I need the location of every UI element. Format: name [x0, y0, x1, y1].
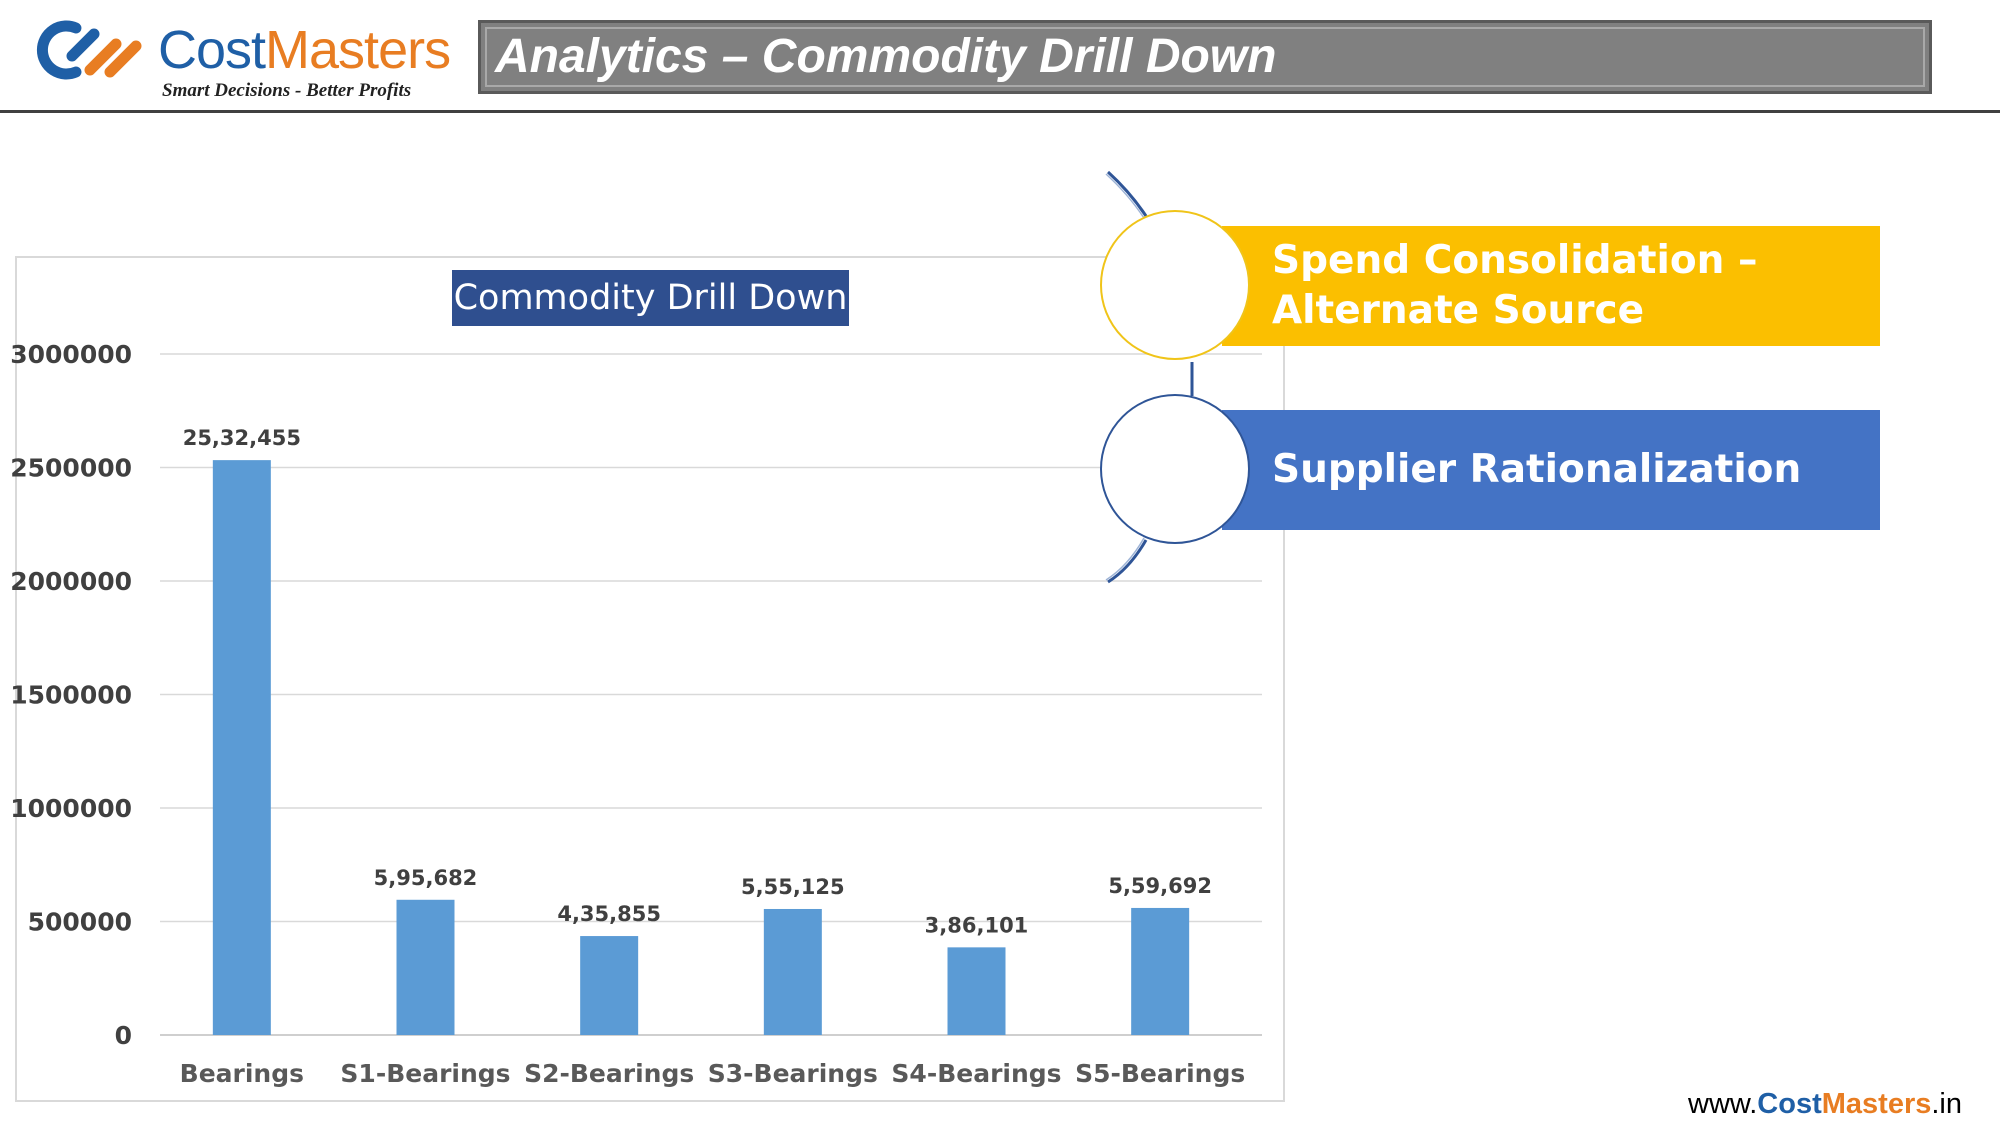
bar — [396, 899, 455, 1035]
y-tick-label: 1000000 — [10, 794, 132, 823]
data-label: 4,35,855 — [557, 902, 661, 926]
x-tick-label: Bearings — [180, 1059, 304, 1088]
data-label: 5,55,125 — [741, 875, 845, 899]
bar — [1131, 907, 1190, 1035]
title-bar: Analytics – Commodity Drill Down — [478, 20, 1932, 94]
callout-spend-line1: Spend Consolidation – — [1272, 238, 1758, 283]
y-tick-label: 1500000 — [10, 681, 132, 710]
logo-word-cost: Cost — [158, 20, 266, 80]
bar — [580, 936, 639, 1035]
logo-wordmark: CostMasters — [158, 20, 451, 80]
url-masters: Masters — [1821, 1088, 1932, 1120]
callout-spend-consolidation: Spend Consolidation – Alternate Source — [1222, 226, 1880, 346]
callout-spend-line2: Alternate Source — [1272, 288, 1645, 333]
data-label: 25,32,455 — [183, 426, 301, 450]
x-tick-label: S3-Bearings — [708, 1059, 878, 1088]
commodity-bar-chart: 0 500000 1000000 1500000 2000000 2500000 30000… — [10, 340, 1262, 1088]
callout-supplier-text: Supplier Rationalization — [1272, 447, 1802, 492]
y-tick-label: 0 — [115, 1021, 132, 1050]
website-url[interactable]: www.CostMasters.in — [1688, 1088, 1962, 1121]
y-tick-label: 2500000 — [10, 454, 132, 483]
costmasters-logo: CostMasters Smart Decisions - Better Pro… — [36, 16, 451, 106]
callout-arc-connector — [1105, 170, 1194, 584]
logo-tagline: Smart Decisions - Better Profits — [162, 80, 412, 101]
y-tick-label: 2000000 — [10, 567, 132, 596]
y-tick-label: 500000 — [28, 908, 132, 937]
page-header: CostMasters Smart Decisions - Better Pro… — [0, 0, 2000, 115]
y-tick-label: 3000000 — [10, 340, 132, 369]
url-suffix: .in — [1931, 1088, 1963, 1120]
x-tick-label: S4-Bearings — [891, 1059, 1061, 1088]
logo-word-masters: Masters — [265, 20, 451, 80]
title-bar-inner-border — [485, 27, 1925, 87]
page-title: Analytics – Commodity Drill Down — [495, 30, 1277, 83]
logo-mark-icon — [36, 20, 142, 80]
x-tick-label: S2-Bearings — [524, 1059, 694, 1088]
callout-list: Spend Consolidation – Alternate Source S… — [1090, 168, 1890, 598]
bar — [212, 460, 271, 1036]
header-divider — [0, 110, 2000, 113]
chart-title: Commodity Drill Down — [452, 270, 849, 326]
bar — [947, 947, 1006, 1035]
data-label: 3,86,101 — [925, 913, 1029, 937]
url-prefix: www. — [1688, 1088, 1758, 1120]
bar — [763, 908, 822, 1035]
data-label: 5,59,692 — [1108, 874, 1212, 898]
url-cost: Cost — [1757, 1088, 1822, 1120]
callout-circle-blue — [1100, 394, 1250, 544]
data-label: 5,95,682 — [374, 866, 478, 890]
callout-circle-yellow — [1100, 210, 1250, 360]
callout-supplier-rationalization: Supplier Rationalization — [1222, 410, 1880, 530]
x-tick-label: S5-Bearings — [1075, 1059, 1245, 1088]
x-tick-label: S1-Bearings — [340, 1059, 510, 1088]
